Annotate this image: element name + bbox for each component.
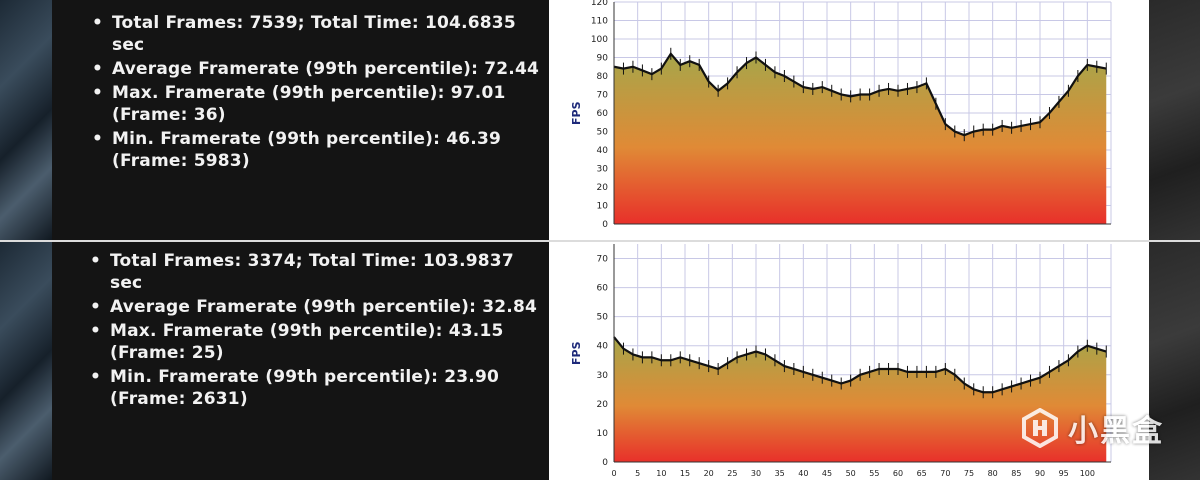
row-divider xyxy=(0,240,1200,242)
y-tick-label: 80 xyxy=(597,72,609,82)
y-tick-label: 40 xyxy=(597,146,609,156)
y-tick-label: 90 xyxy=(597,54,609,64)
y-tick-label: 60 xyxy=(597,284,609,294)
y-tick-label: 40 xyxy=(597,342,609,352)
stat-total-frames: Total Frames: 3374; Total Time: 103.9837… xyxy=(90,250,548,294)
y-tick-label: 0 xyxy=(602,220,608,230)
x-tick-label: 0 xyxy=(611,469,616,478)
stats-list-2: Total Frames: 3374; Total Time: 103.9837… xyxy=(52,242,548,410)
benchmark-panel-1: Total Frames: 7539; Total Time: 104.6835… xyxy=(52,0,1149,240)
background-art-right-bottom xyxy=(1148,242,1200,480)
x-tick-label: 15 xyxy=(680,469,690,478)
fps-chart-1: 0 10 20 30 40 50 60 70 80 90 100 110 120 FPS xyxy=(549,0,1149,240)
x-tick-label: 60 xyxy=(893,469,903,478)
y-tick-label: 120 xyxy=(591,0,608,8)
y-tick-label: 50 xyxy=(597,313,609,323)
background-art-right-top xyxy=(1148,0,1200,240)
y-axis-title: FPS xyxy=(570,341,583,365)
x-tick-label: 80 xyxy=(988,469,998,478)
background-art-left-top xyxy=(0,0,52,240)
fps-chart-2-svg: 0 10 20 30 40 50 60 70 0 5 10 15 20 25 30 35 40 45 50 55 60 6… xyxy=(570,244,1112,478)
y-tick-label: 30 xyxy=(597,165,609,175)
watermark: 小黑盒 xyxy=(1020,406,1164,450)
fps-area xyxy=(614,53,1107,224)
x-tick-label: 5 xyxy=(635,469,640,478)
fps-points xyxy=(613,47,1107,142)
stat-min-framerate: Min. Framerate (99th percentile): 23.90 … xyxy=(90,366,548,410)
stats-list-1: Total Frames: 7539; Total Time: 104.6835… xyxy=(52,0,548,172)
x-tick-label: 40 xyxy=(798,469,808,478)
x-tick-label: 35 xyxy=(775,469,785,478)
x-tick-label: 25 xyxy=(727,469,737,478)
y-tick-label: 20 xyxy=(597,183,609,193)
x-tick-label: 95 xyxy=(1059,469,1069,478)
stats-block-2: Total Frames: 3374; Total Time: 103.9837… xyxy=(52,242,548,480)
stat-total-frames: Total Frames: 7539; Total Time: 104.6835… xyxy=(92,12,548,56)
stat-max-framerate: Max. Framerate (99th percentile): 43.15 … xyxy=(90,320,548,364)
x-tick-label: 100 xyxy=(1080,469,1095,478)
fps-points xyxy=(613,331,1107,399)
y-tick-label: 0 xyxy=(602,458,608,468)
x-tick-label: 10 xyxy=(656,469,666,478)
watermark-text: 小黑盒 xyxy=(1068,414,1164,449)
y-axis-title: FPS xyxy=(570,101,583,125)
x-tick-label: 65 xyxy=(917,469,927,478)
y-tick-label: 10 xyxy=(597,429,609,439)
x-tick-label: 50 xyxy=(846,469,856,478)
fps-chart-1-svg: 0 10 20 30 40 50 60 70 80 90 100 110 120 FPS xyxy=(570,0,1112,230)
fps-area xyxy=(614,337,1107,462)
x-tick-label: 55 xyxy=(869,469,879,478)
x-tick-label: 90 xyxy=(1035,469,1045,478)
benchmark-panel-2: Total Frames: 3374; Total Time: 103.9837… xyxy=(52,242,1149,480)
y-tick-label: 70 xyxy=(597,91,609,101)
y-tick-label: 50 xyxy=(597,128,609,138)
background-art-left-bottom xyxy=(0,242,52,480)
x-tick-label: 20 xyxy=(704,469,714,478)
stat-average-framerate: Average Framerate (99th percentile): 32.… xyxy=(90,296,548,318)
y-tick-label: 60 xyxy=(597,109,609,119)
stat-max-framerate: Max. Framerate (99th percentile): 97.01 … xyxy=(92,82,548,126)
y-tick-label: 110 xyxy=(591,17,608,27)
x-tick-label: 75 xyxy=(964,469,974,478)
stat-min-framerate: Min. Framerate (99th percentile): 46.39 … xyxy=(92,128,548,172)
y-tick-label: 100 xyxy=(591,35,608,45)
y-tick-label: 20 xyxy=(597,400,609,410)
y-tick-label: 70 xyxy=(597,255,609,265)
y-tick-label: 10 xyxy=(597,202,609,212)
stats-block-1: Total Frames: 7539; Total Time: 104.6835… xyxy=(52,0,548,240)
x-tick-label: 30 xyxy=(751,469,761,478)
x-tick-label: 45 xyxy=(822,469,832,478)
x-tick-label: 85 xyxy=(1011,469,1021,478)
y-tick-label: 30 xyxy=(597,371,609,381)
x-tick-label: 70 xyxy=(940,469,950,478)
fps-chart-2: 0 10 20 30 40 50 60 70 0 5 10 15 20 25 30 35 40 45 50 55 60 6… xyxy=(549,242,1149,480)
stat-average-framerate: Average Framerate (99th percentile): 72.… xyxy=(92,58,548,80)
heybox-logo-icon xyxy=(1022,408,1058,448)
